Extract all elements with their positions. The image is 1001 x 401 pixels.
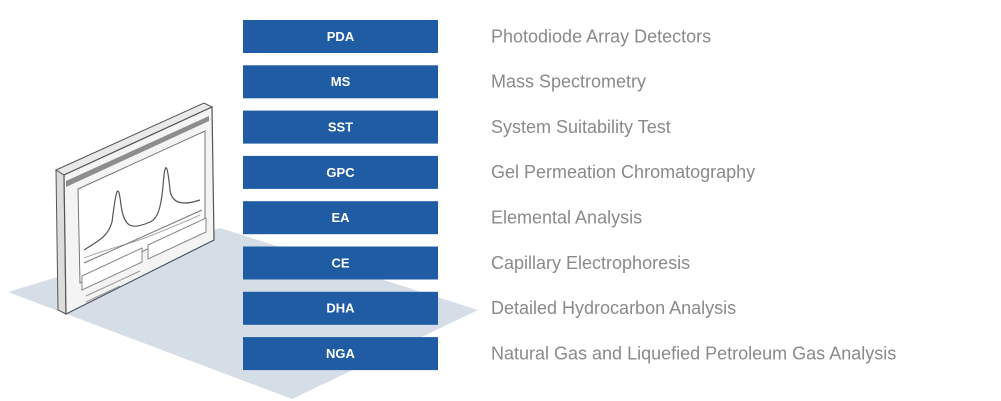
abbr-label: CE xyxy=(331,255,349,270)
full-name: Photodiode Array Detectors xyxy=(491,26,711,46)
abbr-label: SST xyxy=(328,120,353,135)
item-row: PDA Photodiode Array Detectors xyxy=(243,20,711,53)
item-row: CE Capillary Electrophoresis xyxy=(243,247,690,280)
full-name: Natural Gas and Liquefied Petroleum Gas … xyxy=(491,343,896,363)
item-row: GPC Gel Permeation Chromatography xyxy=(243,156,755,189)
abbr-label: PDA xyxy=(327,29,355,44)
full-name: System Suitability Test xyxy=(491,117,671,137)
item-row: DHA Detailed Hydrocarbon Analysis xyxy=(243,292,736,325)
item-row: SST System Suitability Test xyxy=(243,111,671,144)
abbr-label: NGA xyxy=(326,346,356,361)
abbr-label: MS xyxy=(331,74,351,89)
full-name: Elemental Analysis xyxy=(491,207,642,227)
abbr-label: DHA xyxy=(326,301,355,316)
page: {"items": [ {"abbr": "PDA", "name": "Pho… xyxy=(0,0,1001,401)
item-list: PDA Photodiode Array Detectors MS Mass Spec… xyxy=(243,20,896,370)
abbr-label: GPC xyxy=(326,165,355,180)
item-row: NGA Natural Gas and Liquefied Petroleum G… xyxy=(243,337,896,370)
full-name: Mass Spectrometry xyxy=(491,72,646,92)
full-name: Capillary Electrophoresis xyxy=(491,253,690,273)
item-row: MS Mass Spectrometry xyxy=(243,65,646,98)
abbr-label: EA xyxy=(331,210,350,225)
item-row: EA Elemental Analysis xyxy=(243,201,642,234)
diagram: PDA Photodiode Array Detectors MS Mass Spec… xyxy=(0,0,1001,401)
full-name: Detailed Hydrocarbon Analysis xyxy=(491,298,736,318)
full-name: Gel Permeation Chromatography xyxy=(491,162,755,182)
